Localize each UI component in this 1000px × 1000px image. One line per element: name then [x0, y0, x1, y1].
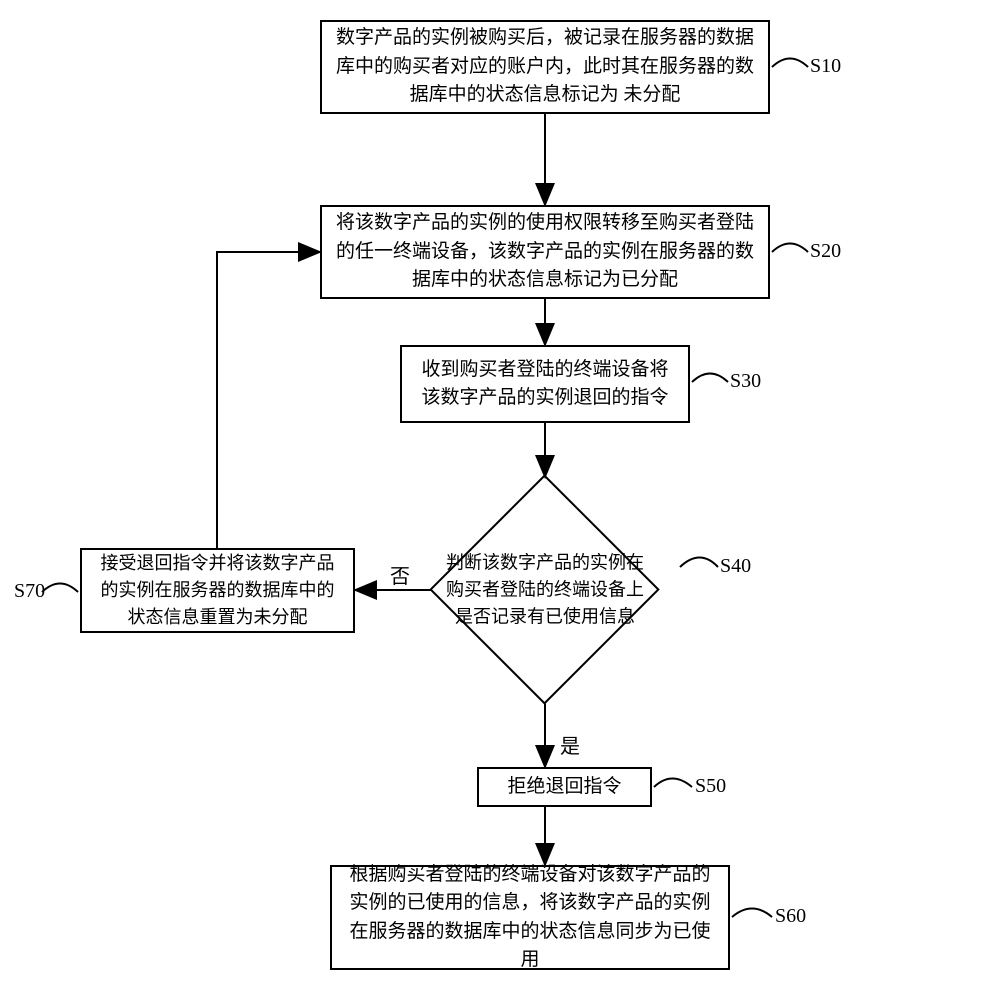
label-s20: S20: [810, 240, 841, 263]
label-s30: S30: [730, 370, 761, 393]
node-s50: 拒绝退回指令: [477, 767, 652, 807]
node-s30-text: 收到购买者登陆的终端设备将该数字产品的实例退回的指令: [414, 356, 676, 413]
label-s40: S40: [720, 555, 751, 578]
node-s20-text: 将该数字产品的实例的使用权限转移至购买者登陆的任一终端设备，该数字产品的实例在服…: [334, 209, 756, 295]
label-s70: S70: [14, 580, 45, 603]
node-s70: 接受退回指令并将该数字产品的实例在服务器的数据库中的状态信息重置为未分配: [80, 548, 355, 633]
node-s50-text: 拒绝退回指令: [507, 773, 621, 802]
node-s70-text: 接受退回指令并将该数字产品的实例在服务器的数据库中的状态信息重置为未分配: [94, 550, 341, 631]
node-s20: 将该数字产品的实例的使用权限转移至购买者登陆的任一终端设备，该数字产品的实例在服…: [320, 205, 770, 299]
node-s30: 收到购买者登陆的终端设备将该数字产品的实例退回的指令: [400, 345, 690, 423]
edge-label-yes: 是: [560, 730, 580, 759]
node-s10-text: 数字产品的实例被购买后，被记录在服务器的数据库中的购买者对应的账户内，此时其在服…: [334, 24, 756, 110]
edge-label-no: 否: [390, 560, 410, 589]
label-s10: S10: [810, 55, 841, 78]
node-s40-text: 判断该数字产品的实例在购买者登陆的终端设备上是否记录有已使用信息: [445, 550, 645, 631]
node-s60-text: 根据购买者登陆的终端设备对该数字产品的实例的已使用的信息，将该数字产品的实例在服…: [344, 861, 716, 975]
label-s60: S60: [775, 905, 806, 928]
label-s50: S50: [695, 775, 726, 798]
node-s10: 数字产品的实例被购买后，被记录在服务器的数据库中的购买者对应的账户内，此时其在服…: [320, 20, 770, 114]
node-s60: 根据购买者登陆的终端设备对该数字产品的实例的已使用的信息，将该数字产品的实例在服…: [330, 865, 730, 970]
node-s40: 判断该数字产品的实例在购买者登陆的终端设备上是否记录有已使用信息: [430, 475, 660, 705]
